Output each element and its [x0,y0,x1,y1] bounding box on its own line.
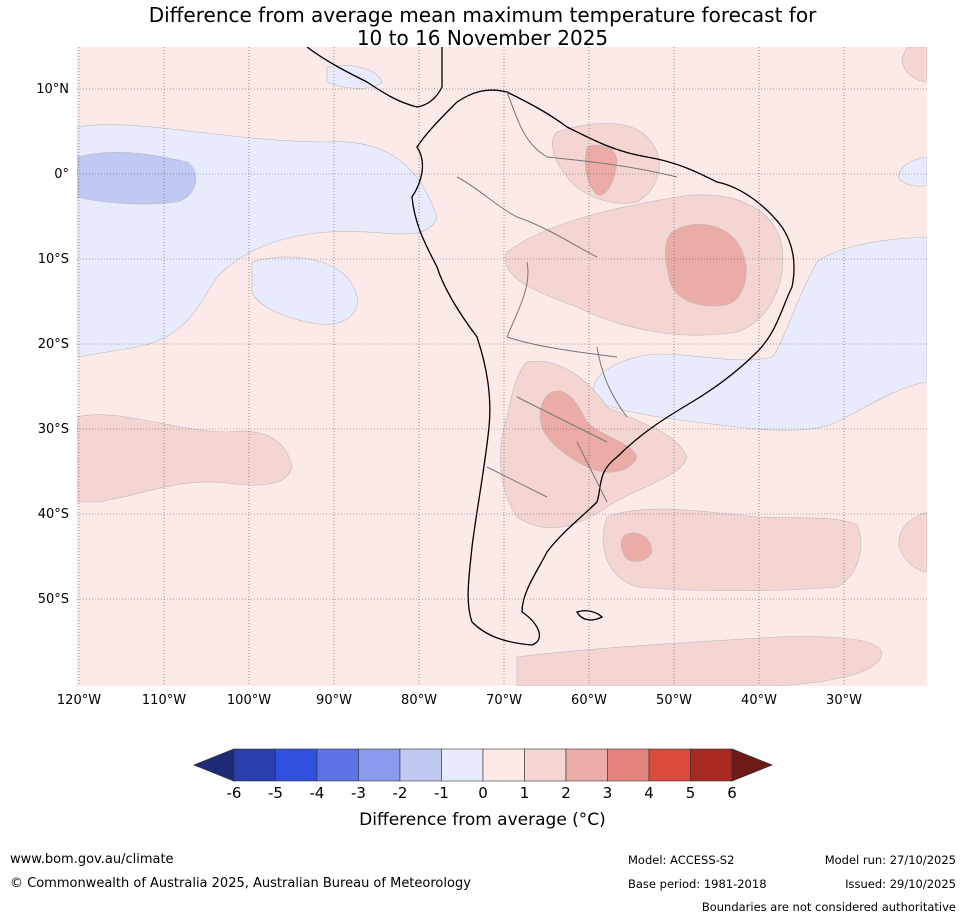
colorbar-cell [358,748,401,782]
footer-website: www.bom.gov.au/climate [10,852,174,867]
anomaly-region-warm-northeast [901,47,927,83]
anomaly-region-warm-west [77,414,293,503]
lat-label-40s: 40°S [37,507,69,522]
lon-label-100w: 100°W [226,693,272,708]
footer-copyright: © Commonwealth of Australia 2025, Austra… [10,876,471,891]
title-line-2: 10 to 16 November 2025 [356,26,609,50]
lon-label-40w: 40°W [741,693,777,708]
colorbar-cell [524,748,567,782]
colorbar-tick: 6 [727,784,737,802]
colorbar-cell [233,748,276,782]
anomaly-region-cool-southpacific [251,256,358,326]
colorbar-svg [192,748,774,782]
lat-label-50s: 50°S [37,592,69,607]
colorbar-tick: 3 [602,784,613,802]
falkland-islands [576,610,604,621]
title-line-1: Difference from average mean maximum tem… [148,3,817,27]
anomaly-region-warm-eastedge [898,511,927,573]
colorbar-tick: 0 [478,784,488,802]
lat-label-20s: 20°S [37,337,69,352]
lon-label-70w: 70°W [486,693,522,708]
colorbar-tick: 5 [685,784,696,802]
colorbar-tick: -6 [226,784,242,802]
footer-disclaimer: Boundaries are not considered authoritat… [701,900,956,914]
colorbar-cell [316,748,359,782]
anomaly-region-cool-equatorial [77,152,196,205]
colorbar-tick: -1 [434,784,449,802]
south-america-coastline [411,89,795,646]
country-borders [456,91,678,503]
colorbar-tick: 1 [519,784,530,802]
lon-label-30w: 30°W [826,693,862,708]
colorbar-cell [482,748,525,782]
lon-label-80w: 80°W [401,693,437,708]
colorbar-cell [607,748,650,782]
anomaly-region-warm-argentina-core [539,390,638,473]
colorbar-tick: -5 [268,784,283,802]
anomaly-region-warm-southatlantic-core [620,532,653,562]
map-title: Difference from average mean maximum tem… [0,4,965,50]
anomaly-region-cool-atlantic [593,236,927,431]
anomaly-region-warm-amazon-core [585,144,618,196]
lat-label-0: 0° [54,167,69,182]
footer-model-run: Model run: 27/10/2025 [824,853,956,867]
footer-model: Model: ACCESS-S2 [628,853,735,867]
central-america-coastline [306,47,443,108]
colorbar-tick: -3 [351,784,366,802]
lon-label-90w: 90°W [316,693,352,708]
footer-issued: Issued: 29/10/2025 [845,877,956,891]
lat-label-10n: 10°N [36,82,69,97]
anomaly-region-warm-brazil-core [665,223,747,307]
colorbar-cell [648,748,691,782]
anomaly-region-warm-southatlantic [603,508,862,592]
lon-label-50w: 50°W [656,693,692,708]
map-svg [77,47,927,686]
colorbar-cell [399,748,442,782]
lat-label-30s: 30°S [37,422,69,437]
colorbar-cell [441,748,484,782]
colorbar-under-arrow [192,748,235,782]
colorbar-cell [565,748,608,782]
colorbar-tick: 4 [644,784,654,802]
colorbar-over-arrow [731,748,774,782]
lon-label-60w: 60°W [571,693,607,708]
forecast-map [77,47,927,686]
lat-label-10s: 10°S [37,252,69,267]
anomaly-region-cool-eastern [898,156,927,187]
colorbar-tick: -2 [392,784,408,802]
colorbar-cells [233,748,733,782]
colorbar-label: Difference from average (°C) [359,810,606,830]
colorbar-tick: 2 [561,784,571,802]
lon-label-110w: 110°W [141,693,187,708]
footer-base-period: Base period: 1981-2018 [628,877,767,891]
colorbar-cell [275,748,318,782]
anomaly-region-warm-southern [516,636,883,686]
colorbar [192,748,774,782]
colorbar-tick: -4 [309,784,325,802]
colorbar-cell [690,748,733,782]
lon-label-120w: 120°W [56,693,102,708]
